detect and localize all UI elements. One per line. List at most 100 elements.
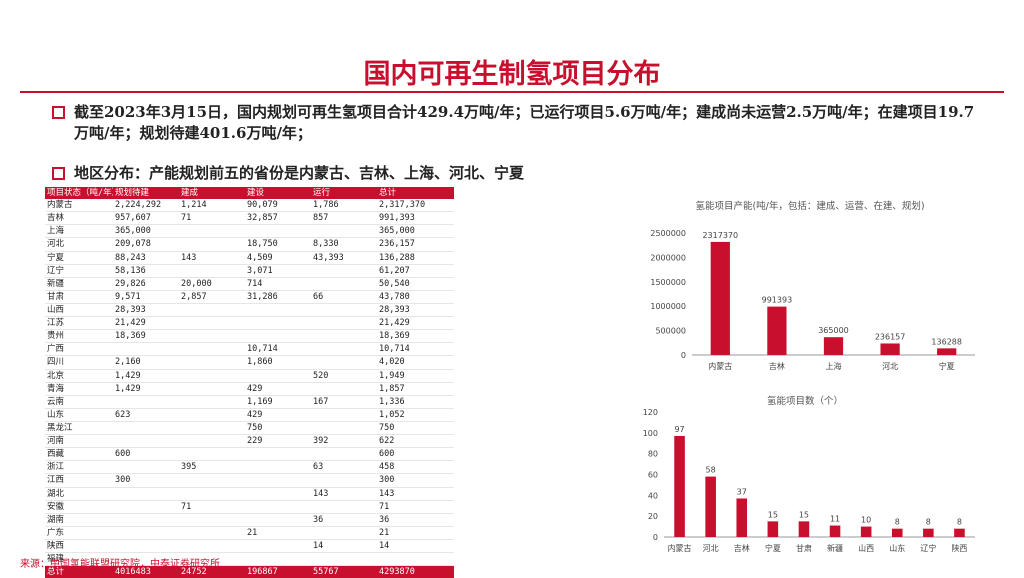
table-value-cell: 1,336 — [379, 396, 405, 407]
table-value-cell — [311, 330, 377, 343]
table-row: 山东 623 429 1,052 — [45, 408, 454, 422]
table-value-cell — [179, 264, 245, 277]
table-value-cell: 1,214 — [181, 200, 207, 211]
y-tick-label: 100 — [643, 429, 658, 438]
table-value-cell — [311, 317, 377, 330]
table-value-cell — [311, 382, 377, 395]
table-value-cell: 365,000 — [379, 226, 415, 237]
y-tick-label: 40 — [648, 491, 658, 500]
table-value-cell — [179, 539, 245, 552]
table-value-cell: 28,393 — [115, 305, 146, 316]
bar-value-label: 11 — [830, 515, 840, 524]
x-tick-label: 河北 — [703, 543, 719, 553]
bar-value-label: 365000 — [818, 326, 849, 335]
bar — [705, 476, 716, 537]
table-province-cell: 云南 — [47, 396, 65, 407]
table-row: 云南 1,169 167 1,336 — [45, 395, 454, 409]
table-province-cell: 辽宁 — [47, 265, 65, 276]
table-value-cell — [245, 330, 311, 343]
table-province-cell: 内蒙古 — [47, 200, 73, 211]
bar-value-label: 991393 — [762, 296, 793, 305]
table-value-cell — [179, 474, 245, 487]
table-row: 江苏 21,429 21,429 — [45, 317, 454, 330]
table-value-cell: 392 — [313, 436, 329, 447]
table-value-cell — [179, 382, 245, 395]
bar — [891, 528, 903, 537]
table-value-cell: 4,020 — [379, 357, 405, 368]
table-value-cell — [245, 553, 311, 566]
bar-value-label: 8 — [895, 518, 900, 527]
table-value-cell: 61,207 — [379, 265, 410, 276]
table-row: 陕西 14 14 — [45, 539, 454, 553]
table-province-cell: 广东 — [47, 527, 65, 538]
bar — [674, 435, 685, 537]
bar — [937, 348, 957, 355]
table-value-cell: 36 — [379, 514, 390, 525]
table-value-cell: 229 — [247, 436, 263, 447]
y-tick-label: 60 — [648, 471, 658, 480]
table-value-cell: 623 — [115, 409, 131, 420]
table-value-cell: 750 — [379, 423, 395, 434]
table-value-cell — [179, 238, 245, 251]
table-value-cell — [311, 303, 377, 316]
table-province-cell: 吉林 — [47, 213, 65, 224]
table-row: 浙江 395 63 458 — [45, 461, 454, 474]
table-province-cell: 陕西 — [47, 541, 65, 551]
bar — [923, 528, 934, 537]
x-tick-label: 甘肃 — [796, 543, 812, 553]
table-row: 四川 2,160 1,860 4,020 — [45, 356, 454, 370]
table-value-cell — [179, 356, 245, 369]
table-value-cell: 3,071 — [247, 265, 273, 276]
table-value-cell: 1,786 — [313, 200, 339, 211]
table-province-cell: 黑龙江 — [47, 423, 73, 434]
table-value-cell: 8,330 — [313, 239, 339, 250]
table-header-cell: 总计 — [377, 187, 454, 200]
y-tick-label: 2000000 — [650, 253, 686, 262]
table-value-cell: 458 — [379, 462, 395, 473]
table-value-cell — [311, 500, 377, 513]
table-province-cell: 贵州 — [47, 331, 65, 342]
table-header-cell: 规划待建 — [113, 187, 179, 200]
bar — [880, 343, 900, 355]
table-value-cell: 600 — [115, 449, 131, 460]
table-value-cell — [245, 303, 311, 316]
bar-value-label: 8 — [957, 518, 962, 527]
x-tick-label: 宁夏 — [765, 543, 781, 553]
y-tick-label: 1000000 — [650, 302, 686, 311]
table-value-cell — [179, 303, 245, 316]
table-province-cell: 湖南 — [47, 514, 65, 525]
table-value-cell: 2,224,292 — [115, 200, 162, 211]
bar-value-label: 2317370 — [702, 231, 738, 240]
table-value-cell — [113, 539, 179, 552]
bar-value-label: 97 — [674, 425, 684, 434]
table-province-cell: 安徽 — [47, 501, 65, 512]
table-value-cell — [245, 369, 311, 382]
table-value-cell: 21,429 — [379, 318, 410, 329]
table-value-cell — [311, 474, 377, 487]
table-value-cell — [311, 277, 377, 290]
bar-value-label: 236157 — [875, 332, 906, 341]
table-value-cell: 750 — [247, 423, 263, 434]
table-total-cell: 4293870 — [377, 565, 454, 578]
x-tick-label: 吉林 — [769, 361, 785, 371]
table-row: 北京 1,429 520 1,949 — [45, 369, 454, 383]
bullet-square-icon — [52, 106, 65, 119]
bar — [710, 241, 730, 355]
y-tick-label: 1500000 — [650, 278, 686, 287]
table-value-cell: 43,780 — [379, 291, 410, 302]
table-value-cell — [311, 448, 377, 461]
table-total-cell: 总计 — [45, 565, 113, 578]
table-row: 山西 28,393 28,393 — [45, 303, 454, 317]
table-row: 内蒙古 2,224,292 1,214 90,079 1,786 2,317,370 — [45, 199, 454, 212]
bar — [860, 526, 872, 537]
table-row: 河北 209,078 18,750 8,330 236,157 — [45, 238, 454, 252]
table-value-cell: 29,826 — [115, 278, 146, 289]
table-province-cell: 江苏 — [47, 318, 65, 329]
table-value-cell: 2,857 — [181, 291, 207, 302]
table-value-cell — [179, 421, 245, 434]
table-province-cell: 浙江 — [47, 462, 65, 473]
table-value-cell — [179, 395, 245, 408]
table-province-cell: 青海 — [47, 383, 65, 394]
table-value-cell: 167 — [313, 396, 329, 407]
table-value-cell: 143 — [379, 488, 395, 499]
